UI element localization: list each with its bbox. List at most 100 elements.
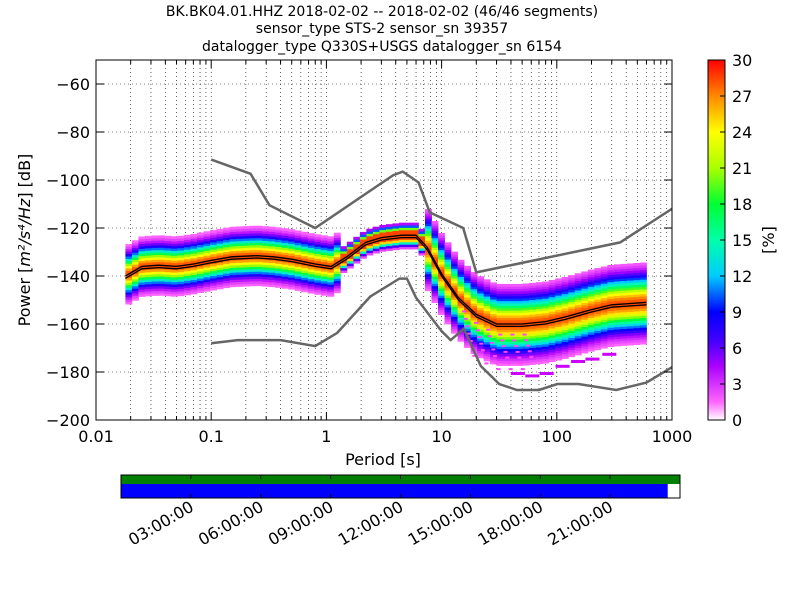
heatmap-column (398, 222, 406, 250)
heatmap-cell (327, 277, 335, 280)
heatmap-cell (509, 310, 517, 314)
heatmap-cell (574, 282, 582, 286)
heatmap-cell (223, 282, 231, 286)
heatmap-cell (210, 273, 217, 277)
heatmap-cell (131, 264, 139, 268)
heatmap-cell (600, 314, 608, 318)
heatmap-cell (600, 345, 608, 349)
heatmap-cell (333, 271, 341, 274)
heatmap-cell (470, 284, 478, 287)
heatmap-cell (639, 336, 647, 340)
heatmap-cell (542, 288, 550, 292)
heatmap-cell (555, 314, 563, 318)
heatmap-cell (620, 278, 628, 282)
heatmap-cell (216, 231, 224, 235)
heatmap-cell (516, 315, 524, 318)
timeline-tick-label: 15:00:00 (405, 497, 477, 549)
heatmap-cell (626, 337, 634, 341)
heatmap-cell (633, 282, 641, 285)
heatmap-outlier-cell (506, 362, 511, 365)
heatmap-cell (620, 271, 628, 274)
heatmap-cell (372, 238, 380, 242)
heatmap-cell (568, 323, 576, 326)
heatmap-cell (620, 273, 628, 277)
heatmap-cell (535, 337, 543, 341)
heatmap-cell (561, 293, 569, 297)
heatmap-cell (184, 287, 191, 291)
heatmap-cell (509, 307, 517, 311)
heatmap-cell (613, 321, 621, 325)
heatmap-cell (216, 228, 224, 232)
heatmap-cell (470, 324, 478, 328)
heatmap-cell (125, 301, 133, 305)
heatmap-cell (451, 273, 458, 277)
colorbar-tick-label: 15 (732, 231, 752, 250)
heatmap-cell (131, 261, 139, 265)
x-tick-label: 100 (542, 427, 573, 446)
heatmap-cell (229, 272, 237, 276)
heatmap-cell (320, 273, 328, 277)
heatmap-column (477, 276, 485, 359)
heatmap-cell (392, 223, 400, 227)
heatmap-cell (197, 239, 204, 243)
heatmap-column (262, 226, 270, 287)
heatmap-cell (483, 351, 491, 355)
heatmap-cell (496, 286, 504, 290)
heatmap-cell (385, 236, 393, 239)
heatmap-cell (288, 231, 296, 235)
heatmap-cell (581, 302, 589, 306)
heatmap-cell (574, 335, 582, 339)
heatmap-cell (177, 274, 185, 277)
heatmap-cell (542, 281, 550, 285)
heatmap-cell (496, 353, 504, 357)
heatmap-cell (542, 286, 550, 290)
heatmap-cell (620, 326, 628, 330)
heatmap-cell (249, 230, 257, 234)
heatmap-cell (288, 229, 296, 232)
heatmap-cell (490, 313, 498, 317)
heatmap-cell (451, 275, 458, 279)
heatmap-cell (600, 276, 608, 279)
heatmap-column (633, 262, 641, 345)
heatmap-cell (307, 254, 315, 258)
heatmap-cell (275, 234, 283, 238)
heatmap-cell (594, 280, 602, 283)
heatmap-cell (288, 255, 296, 259)
heatmap-cell (587, 317, 595, 321)
heatmap-cell (314, 287, 322, 290)
heatmap-cell (607, 310, 615, 314)
heatmap-cell (170, 291, 178, 295)
heatmap-cell (268, 281, 276, 285)
heatmap-cell (529, 316, 537, 320)
heatmap-cell (210, 282, 217, 286)
heatmap-cell (281, 273, 289, 277)
heatmap-cell (249, 225, 257, 229)
heatmap-cell (431, 242, 439, 246)
heatmap-cell (574, 328, 582, 332)
heatmap-cell (301, 270, 309, 274)
heatmap-cell (144, 240, 152, 244)
heatmap-cell (249, 271, 257, 275)
heatmap-cell (307, 249, 315, 253)
heatmap-cell (288, 281, 296, 285)
heatmap-column (242, 226, 250, 287)
y-tick-label: −100 (46, 171, 90, 190)
heatmap-cell (431, 290, 439, 294)
heatmap-cell (216, 233, 224, 237)
heatmap-column (561, 276, 569, 359)
heatmap-cell (398, 227, 406, 231)
heatmap-cell (535, 330, 543, 333)
heatmap-cell (275, 282, 283, 286)
heatmap-cell (157, 268, 165, 272)
heatmap-cell (457, 295, 465, 299)
heatmap-outlier-cell (525, 374, 540, 378)
heatmap-cell (190, 277, 198, 280)
heatmap-cell (574, 280, 582, 284)
heatmap-cell (275, 277, 283, 281)
heatmap-cell (372, 241, 380, 244)
heatmap-cell (464, 330, 471, 334)
heatmap-cell (587, 334, 595, 338)
heatmap-cell (548, 299, 556, 303)
heatmap-cell (470, 288, 478, 292)
heatmap-cell (184, 280, 191, 284)
